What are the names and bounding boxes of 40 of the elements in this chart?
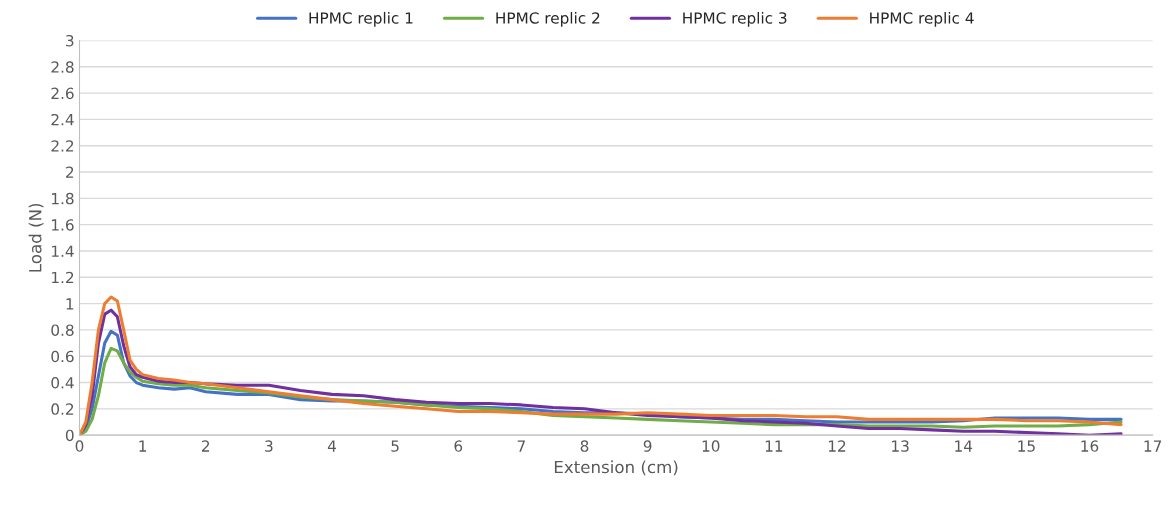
x-tick-label: 13 xyxy=(892,440,909,452)
x-tick-label: 6 xyxy=(454,440,463,452)
x-tick-label: 12 xyxy=(828,440,846,452)
x-tick-label: 17 xyxy=(1144,440,1162,452)
y-tick-label: 1.2 xyxy=(52,271,74,284)
y-axis-title: Load (N) xyxy=(28,203,44,272)
y-tick-label: 1.8 xyxy=(52,192,74,205)
x-tick-label: 14 xyxy=(955,440,973,452)
legend-label: HPMC replic 2 xyxy=(496,11,600,27)
y-tick-label: 0.4 xyxy=(51,377,74,389)
x-tick-label: 8 xyxy=(580,440,589,452)
x-tick-label: 10 xyxy=(702,440,720,452)
y-tick-label: 0.2 xyxy=(51,403,74,415)
y-tick-label: 1.6 xyxy=(52,219,74,231)
x-tick-label: 16 xyxy=(1081,440,1099,452)
y-tick-label: 1.4 xyxy=(52,245,74,257)
x-tick-label: 5 xyxy=(391,440,399,452)
y-tick-label: 1 xyxy=(66,298,74,310)
y-tick-label: 2.6 xyxy=(51,87,74,100)
x-tick-label: 3 xyxy=(265,440,273,452)
y-tick-label: 2.8 xyxy=(51,61,74,73)
legend-label: HPMC replic 1 xyxy=(309,11,413,27)
x-tick-label: 11 xyxy=(765,440,783,452)
x-axis-title: Extension (cm) xyxy=(554,460,678,476)
y-tick-label: 0 xyxy=(65,429,74,442)
y-tick-label: 2.2 xyxy=(51,140,74,152)
y-tick-label: 0.8 xyxy=(51,324,74,336)
x-tick-label: 15 xyxy=(1018,440,1035,452)
x-tick-label: 0 xyxy=(75,440,84,452)
y-tick-label: 2.4 xyxy=(51,113,74,126)
y-tick-label: 2 xyxy=(66,166,74,178)
x-tick-label: 7 xyxy=(517,440,525,452)
legend-label: HPMC replic 3 xyxy=(683,11,787,27)
y-tick-label: 0.6 xyxy=(51,350,74,363)
x-tick-label: 9 xyxy=(643,440,652,452)
x-tick-label: 2 xyxy=(202,440,210,452)
x-tick-label: 1 xyxy=(139,440,147,452)
x-tick-label: 4 xyxy=(327,440,336,452)
y-tick-label: 3 xyxy=(66,34,74,47)
legend-label: HPMC replic 4 xyxy=(870,11,974,27)
